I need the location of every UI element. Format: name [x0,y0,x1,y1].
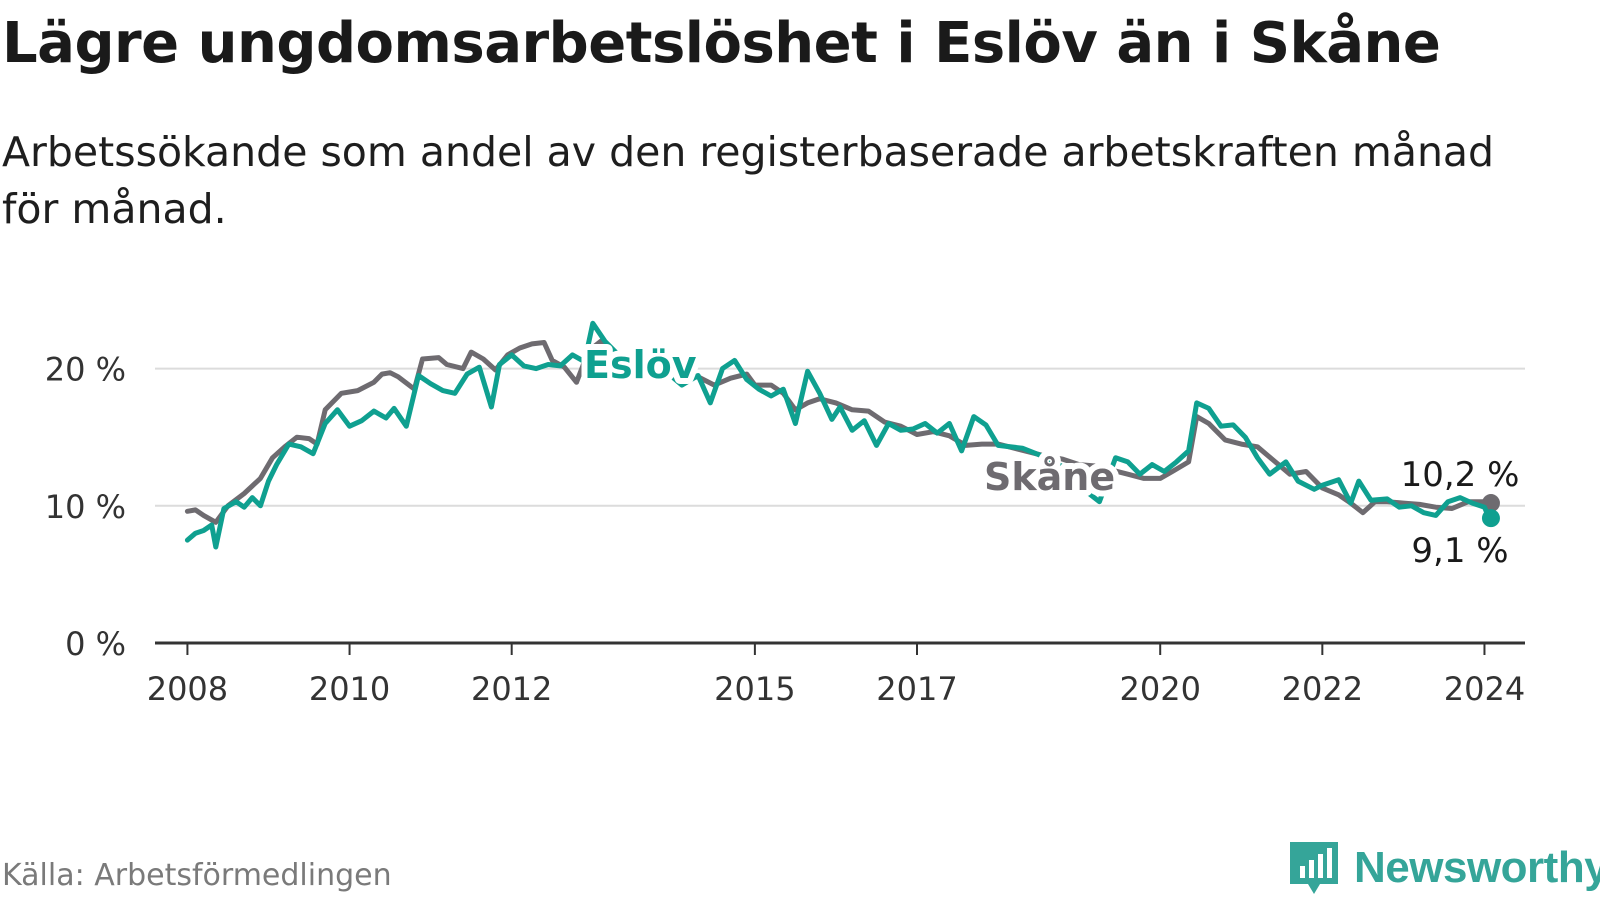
y-tick-label: 10 % [45,488,126,526]
y-tick-label: 20 % [45,351,126,389]
gridlines: 0 % 10 % 20 % [45,351,1525,663]
source-note: Källa: Arbetsförmedlingen [2,858,392,893]
chart-title: Lägre ungdomsarbetslöshet i Eslöv än i S… [2,11,1441,76]
series-label-skane: Skåne [984,455,1115,499]
x-tick-label: 2012 [471,670,552,708]
x-tick-label: 2022 [1282,670,1363,708]
end-label-eslov: 9,1 % [1411,531,1508,571]
series-line-eslv [184,320,1494,550]
x-axis: 2008 2010 2012 2015 2017 2020 2022 2024 [147,641,1525,708]
end-label-skane: 10,2 % [1401,455,1520,495]
end-point-eslv [1481,509,1500,528]
x-tick-label: 2010 [309,670,390,708]
series-label-eslov: Eslöv [584,343,697,387]
chart-subtitle: Arbetssökande som andel av den registerb… [2,128,1495,233]
x-tick-label: 2008 [147,670,228,708]
labels: Eslöv Skåne 10,2 % 9,1 % [578,337,1523,575]
brand-logo: Newsworthy [1288,840,1600,896]
newsworthy-logo-icon [1290,842,1338,894]
y-tick-label: 0 % [65,625,126,663]
x-tick-label: 2015 [714,670,795,708]
x-tick-label: 2024 [1444,670,1525,708]
x-tick-label: 2017 [876,670,957,708]
series-lines [184,320,1500,550]
x-tick-label: 2020 [1119,670,1200,708]
brand-name: Newsworthy [1354,843,1600,892]
